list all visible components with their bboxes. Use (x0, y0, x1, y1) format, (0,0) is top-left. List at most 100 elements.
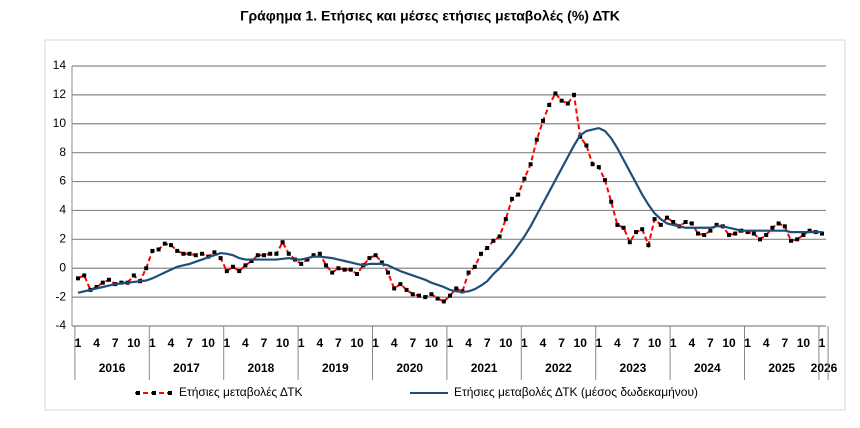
year-label: 2017 (173, 361, 200, 375)
data-point (237, 269, 242, 274)
data-point (392, 286, 397, 291)
data-point (751, 231, 756, 236)
data-point (336, 266, 341, 271)
legend-label: Ετήσιες μεταβολές ΔΤΚ (μέσος δωδεκαμήνου… (454, 385, 698, 399)
x-tick-label: 4 (688, 336, 695, 350)
data-point (212, 250, 217, 255)
x-tick-label: 10 (574, 336, 588, 350)
x-tick-label: 1 (819, 336, 826, 350)
data-point (522, 176, 527, 181)
data-point (441, 299, 446, 304)
data-point (156, 247, 161, 252)
x-tick-label: 4 (391, 336, 398, 350)
data-point (820, 231, 824, 236)
x-tick-label: 7 (112, 336, 119, 350)
data-point (398, 282, 403, 287)
y-tick-label: 8 (59, 145, 66, 159)
series-line (77, 126, 822, 294)
data-point (100, 280, 105, 285)
data-point (528, 162, 533, 167)
data-point (231, 264, 235, 269)
data-point (640, 227, 645, 232)
x-tick-label: 1 (670, 336, 677, 350)
data-point (634, 230, 638, 235)
data-point (770, 225, 775, 230)
data-point (789, 238, 793, 243)
series-line (77, 91, 823, 303)
data-point (733, 231, 738, 236)
year-label: 2019 (322, 361, 349, 375)
data-point (435, 296, 440, 301)
data-point (516, 192, 521, 197)
x-tick-label: 7 (409, 336, 416, 350)
data-point (801, 233, 806, 237)
data-point (764, 233, 769, 237)
data-point (621, 225, 626, 230)
data-point (305, 257, 310, 262)
year-label: 2026 (811, 361, 838, 375)
x-tick-label: 10 (127, 336, 141, 350)
x-tick-label: 7 (186, 336, 193, 350)
x-tick-label: 4 (540, 336, 547, 350)
data-point (503, 217, 508, 222)
data-point (150, 248, 155, 253)
data-point (280, 240, 285, 245)
data-point (144, 266, 149, 271)
legend-marker (168, 391, 172, 395)
x-tick-label: 7 (558, 336, 565, 350)
data-point (547, 103, 552, 107)
data-point (479, 251, 483, 256)
y-tick-label: 14 (53, 58, 67, 72)
x-tick-label: 4 (614, 336, 621, 350)
data-point (342, 267, 347, 272)
x-tick-label: 4 (242, 336, 249, 350)
data-point (355, 272, 359, 276)
data-point (187, 251, 192, 256)
data-point (708, 228, 713, 233)
x-tick-label: 10 (648, 336, 662, 350)
data-point (590, 162, 595, 167)
year-label: 2024 (694, 361, 721, 375)
data-point (714, 222, 719, 227)
x-tick-label: 7 (707, 336, 714, 350)
data-point (665, 215, 669, 220)
year-label: 2021 (471, 361, 498, 375)
x-tick-label: 1 (521, 336, 528, 350)
x-tick-label: 10 (722, 336, 736, 350)
data-point (429, 292, 434, 297)
x-tick-label: 7 (633, 336, 640, 350)
data-point (646, 243, 651, 248)
data-point (169, 243, 173, 248)
data-point (131, 273, 136, 278)
data-point (510, 196, 514, 201)
x-tick-label: 1 (223, 336, 230, 350)
data-point (745, 230, 750, 235)
data-point (584, 143, 589, 148)
year-label: 2020 (396, 361, 423, 375)
data-point (218, 256, 223, 261)
data-point (410, 292, 415, 297)
x-tick-label: 10 (797, 336, 811, 350)
y-tick-label: -4 (55, 318, 66, 332)
year-label: 2025 (768, 361, 795, 375)
chart-title: Γράφημα 1. Ετήσιες και μέσες ετήσιες μετ… (240, 8, 620, 24)
data-point (454, 286, 459, 291)
data-point (534, 137, 539, 142)
data-point (807, 228, 812, 233)
x-tick-label: 10 (350, 336, 364, 350)
data-point (758, 237, 762, 242)
data-point (404, 287, 409, 292)
data-point (286, 251, 291, 256)
data-point (702, 233, 707, 237)
data-point (262, 253, 266, 258)
data-point (727, 233, 731, 237)
data-point (795, 237, 800, 242)
data-point (553, 91, 558, 96)
data-point (466, 270, 471, 275)
data-point (609, 199, 614, 204)
x-tick-label: 10 (202, 336, 216, 350)
data-point (472, 264, 477, 269)
x-tick-label: 1 (744, 336, 751, 350)
legend-marker (152, 391, 156, 395)
x-tick-label: 1 (595, 336, 602, 350)
